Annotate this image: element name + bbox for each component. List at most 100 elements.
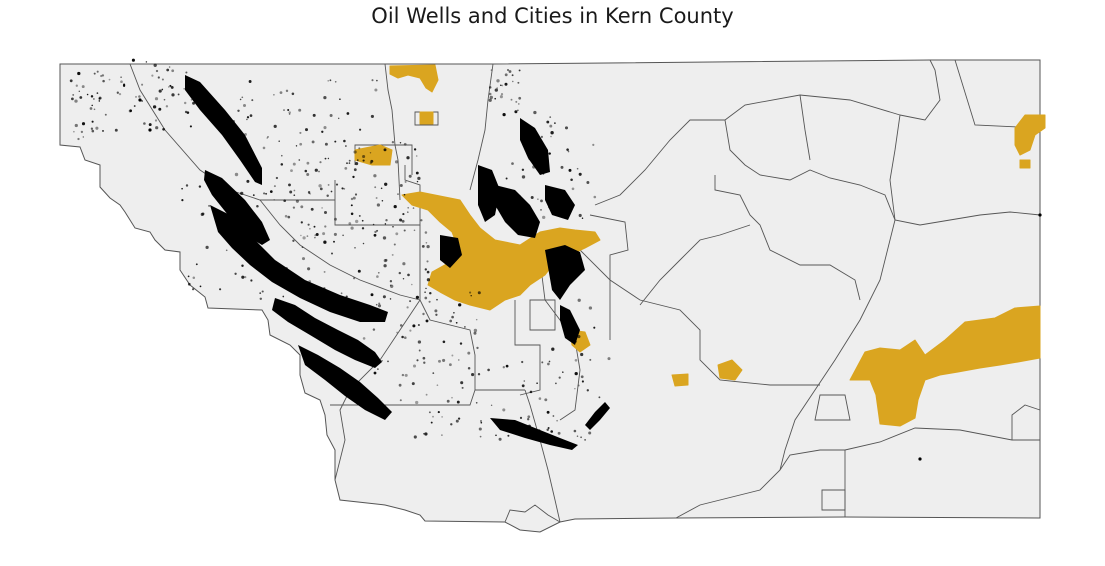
oil-well-point [319,187,323,191]
oil-well-point [153,63,157,67]
oil-well-point [399,184,403,187]
oil-well-point [374,88,378,92]
oil-well-point [564,126,569,130]
oil-well-point [299,131,302,134]
oil-well-point [571,187,575,191]
oil-well-point [82,136,85,138]
oil-well-point [78,90,81,93]
oil-well-point [504,73,508,77]
oil-well-point [295,199,299,203]
oil-well-point [295,145,298,147]
oil-well-point [93,72,96,75]
oil-well-point [544,398,548,402]
oil-well-point [308,280,312,283]
oil-well-cluster [185,75,262,185]
oil-well-point [300,234,302,237]
oil-well-point [521,384,525,388]
oil-well-point [570,178,573,182]
oil-well-point [581,380,584,383]
oil-well-point [90,127,94,130]
oil-well-point [302,236,306,240]
oil-well-point [421,245,425,248]
oil-well-point [517,109,519,112]
oil-well-point [312,113,316,117]
oil-well-point [187,275,190,278]
oil-well-point [584,439,586,441]
oil-well-point [436,298,438,301]
oil-well-point [339,98,341,101]
oil-well-point [441,416,443,418]
oil-well-point [346,162,348,165]
oil-well-point [337,117,340,120]
oil-well-point [223,223,226,227]
oil-well-point [273,124,277,129]
oil-well-point [254,174,257,177]
oil-well-point [426,270,430,274]
oil-well-point [399,399,402,402]
oil-well-point [607,357,611,361]
oil-well-point [93,108,96,111]
oil-well-point [333,240,335,243]
oil-well-point [358,214,361,217]
oil-well-point [141,100,143,102]
oil-well-point [395,232,399,236]
oil-well-point [409,300,412,303]
oil-well-point [321,207,323,209]
oil-well-point [152,105,157,109]
oil-well-point [527,415,531,419]
oil-well-point [323,95,327,100]
oil-well-point [393,243,396,246]
oil-well-point [168,86,170,88]
oil-well-point [343,139,346,143]
oil-well-point [573,429,577,433]
oil-well-point [505,177,508,180]
oil-well-point [412,207,415,209]
oil-well-point [537,198,539,200]
oil-well-point [547,362,550,366]
oil-well-point [370,159,374,163]
oil-well-point [402,262,406,266]
oil-well-point [438,359,441,363]
oil-well-point [75,84,78,87]
oil-well-point [314,236,316,239]
oil-well-point [406,306,409,309]
oil-well-point [249,239,252,242]
oil-well-point [350,212,354,216]
oil-well-cluster [272,298,382,368]
oil-well-point [301,257,306,261]
oil-well-point [467,367,471,370]
oil-well-point [403,193,406,196]
oil-well-point [195,101,198,104]
oil-well-point [273,199,275,201]
oil-well-point [417,323,420,327]
oil-well-point [376,307,379,311]
oil-well-point [432,372,435,374]
oil-well-point [394,160,399,164]
oil-well-point [334,80,337,83]
oil-well-point [324,142,328,146]
oil-well-point [488,86,492,89]
oil-well-point [241,264,244,268]
oil-well-point [267,136,269,138]
oil-well-point [487,368,490,372]
oil-well-point [170,85,174,89]
oil-well-point [361,227,365,230]
oil-well-point [289,190,293,194]
oil-well-point [340,292,343,295]
oil-well-point [205,245,209,249]
oil-well-point [298,159,301,161]
oil-well-point [279,91,283,94]
oil-well-point [187,282,191,286]
oil-well-point [437,411,440,414]
oil-well-point [309,227,311,230]
oil-well-point [342,234,344,237]
oil-well-point [232,120,235,123]
oil-well-point [382,295,386,299]
oil-well-point [413,229,416,232]
oil-well-point [208,204,211,207]
oil-well-point [310,207,314,211]
oil-well-point [293,189,296,192]
oil-well-point [352,175,355,179]
oil-well-point [257,262,260,266]
oil-well-point [494,97,497,100]
